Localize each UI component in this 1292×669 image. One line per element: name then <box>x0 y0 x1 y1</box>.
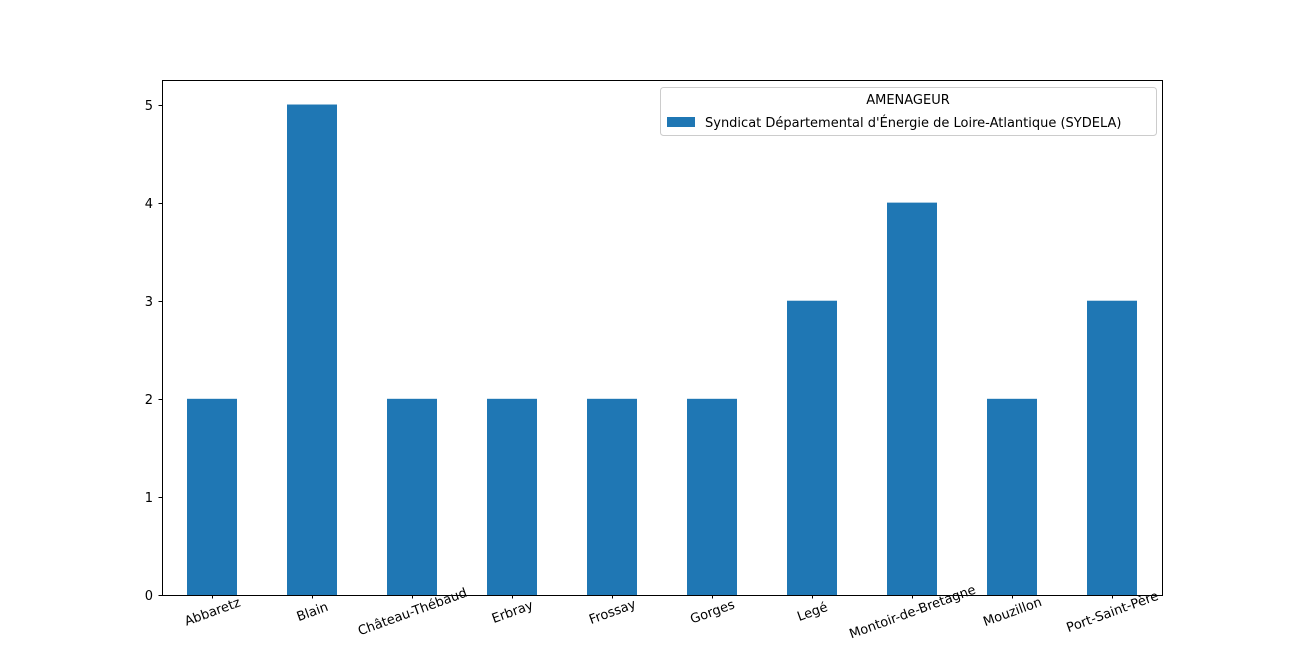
bar-9 <box>1087 300 1137 595</box>
y-tick-label-2: 2 <box>145 393 153 408</box>
bar-1 <box>287 104 337 596</box>
legend: AMENAGEUR Syndicat Départemental d'Énerg… <box>660 87 1157 136</box>
bar-6 <box>787 300 837 595</box>
y-tick-label-5: 5 <box>145 99 153 114</box>
bar-8 <box>987 398 1037 595</box>
bar-5 <box>687 398 737 595</box>
legend-title: AMENAGEUR <box>866 93 950 108</box>
y-tick-label-0: 0 <box>145 589 153 604</box>
legend-label: Syndicat Départemental d'Énergie de Loir… <box>705 115 1121 131</box>
bar-3 <box>487 398 537 595</box>
bar-2 <box>387 398 437 595</box>
y-tick-label-1: 1 <box>145 491 153 506</box>
bar-7 <box>887 202 937 595</box>
y-tick-label-4: 4 <box>145 197 153 212</box>
bars-group <box>187 104 1137 596</box>
bar-0 <box>187 398 237 595</box>
legend-box <box>660 87 1157 136</box>
plot-frame <box>162 80 1163 596</box>
legend-swatch <box>667 117 695 127</box>
bar-4 <box>587 398 637 595</box>
y-axis: 0 1 2 3 4 5 <box>145 99 162 604</box>
y-tick-label-3: 3 <box>145 295 153 310</box>
